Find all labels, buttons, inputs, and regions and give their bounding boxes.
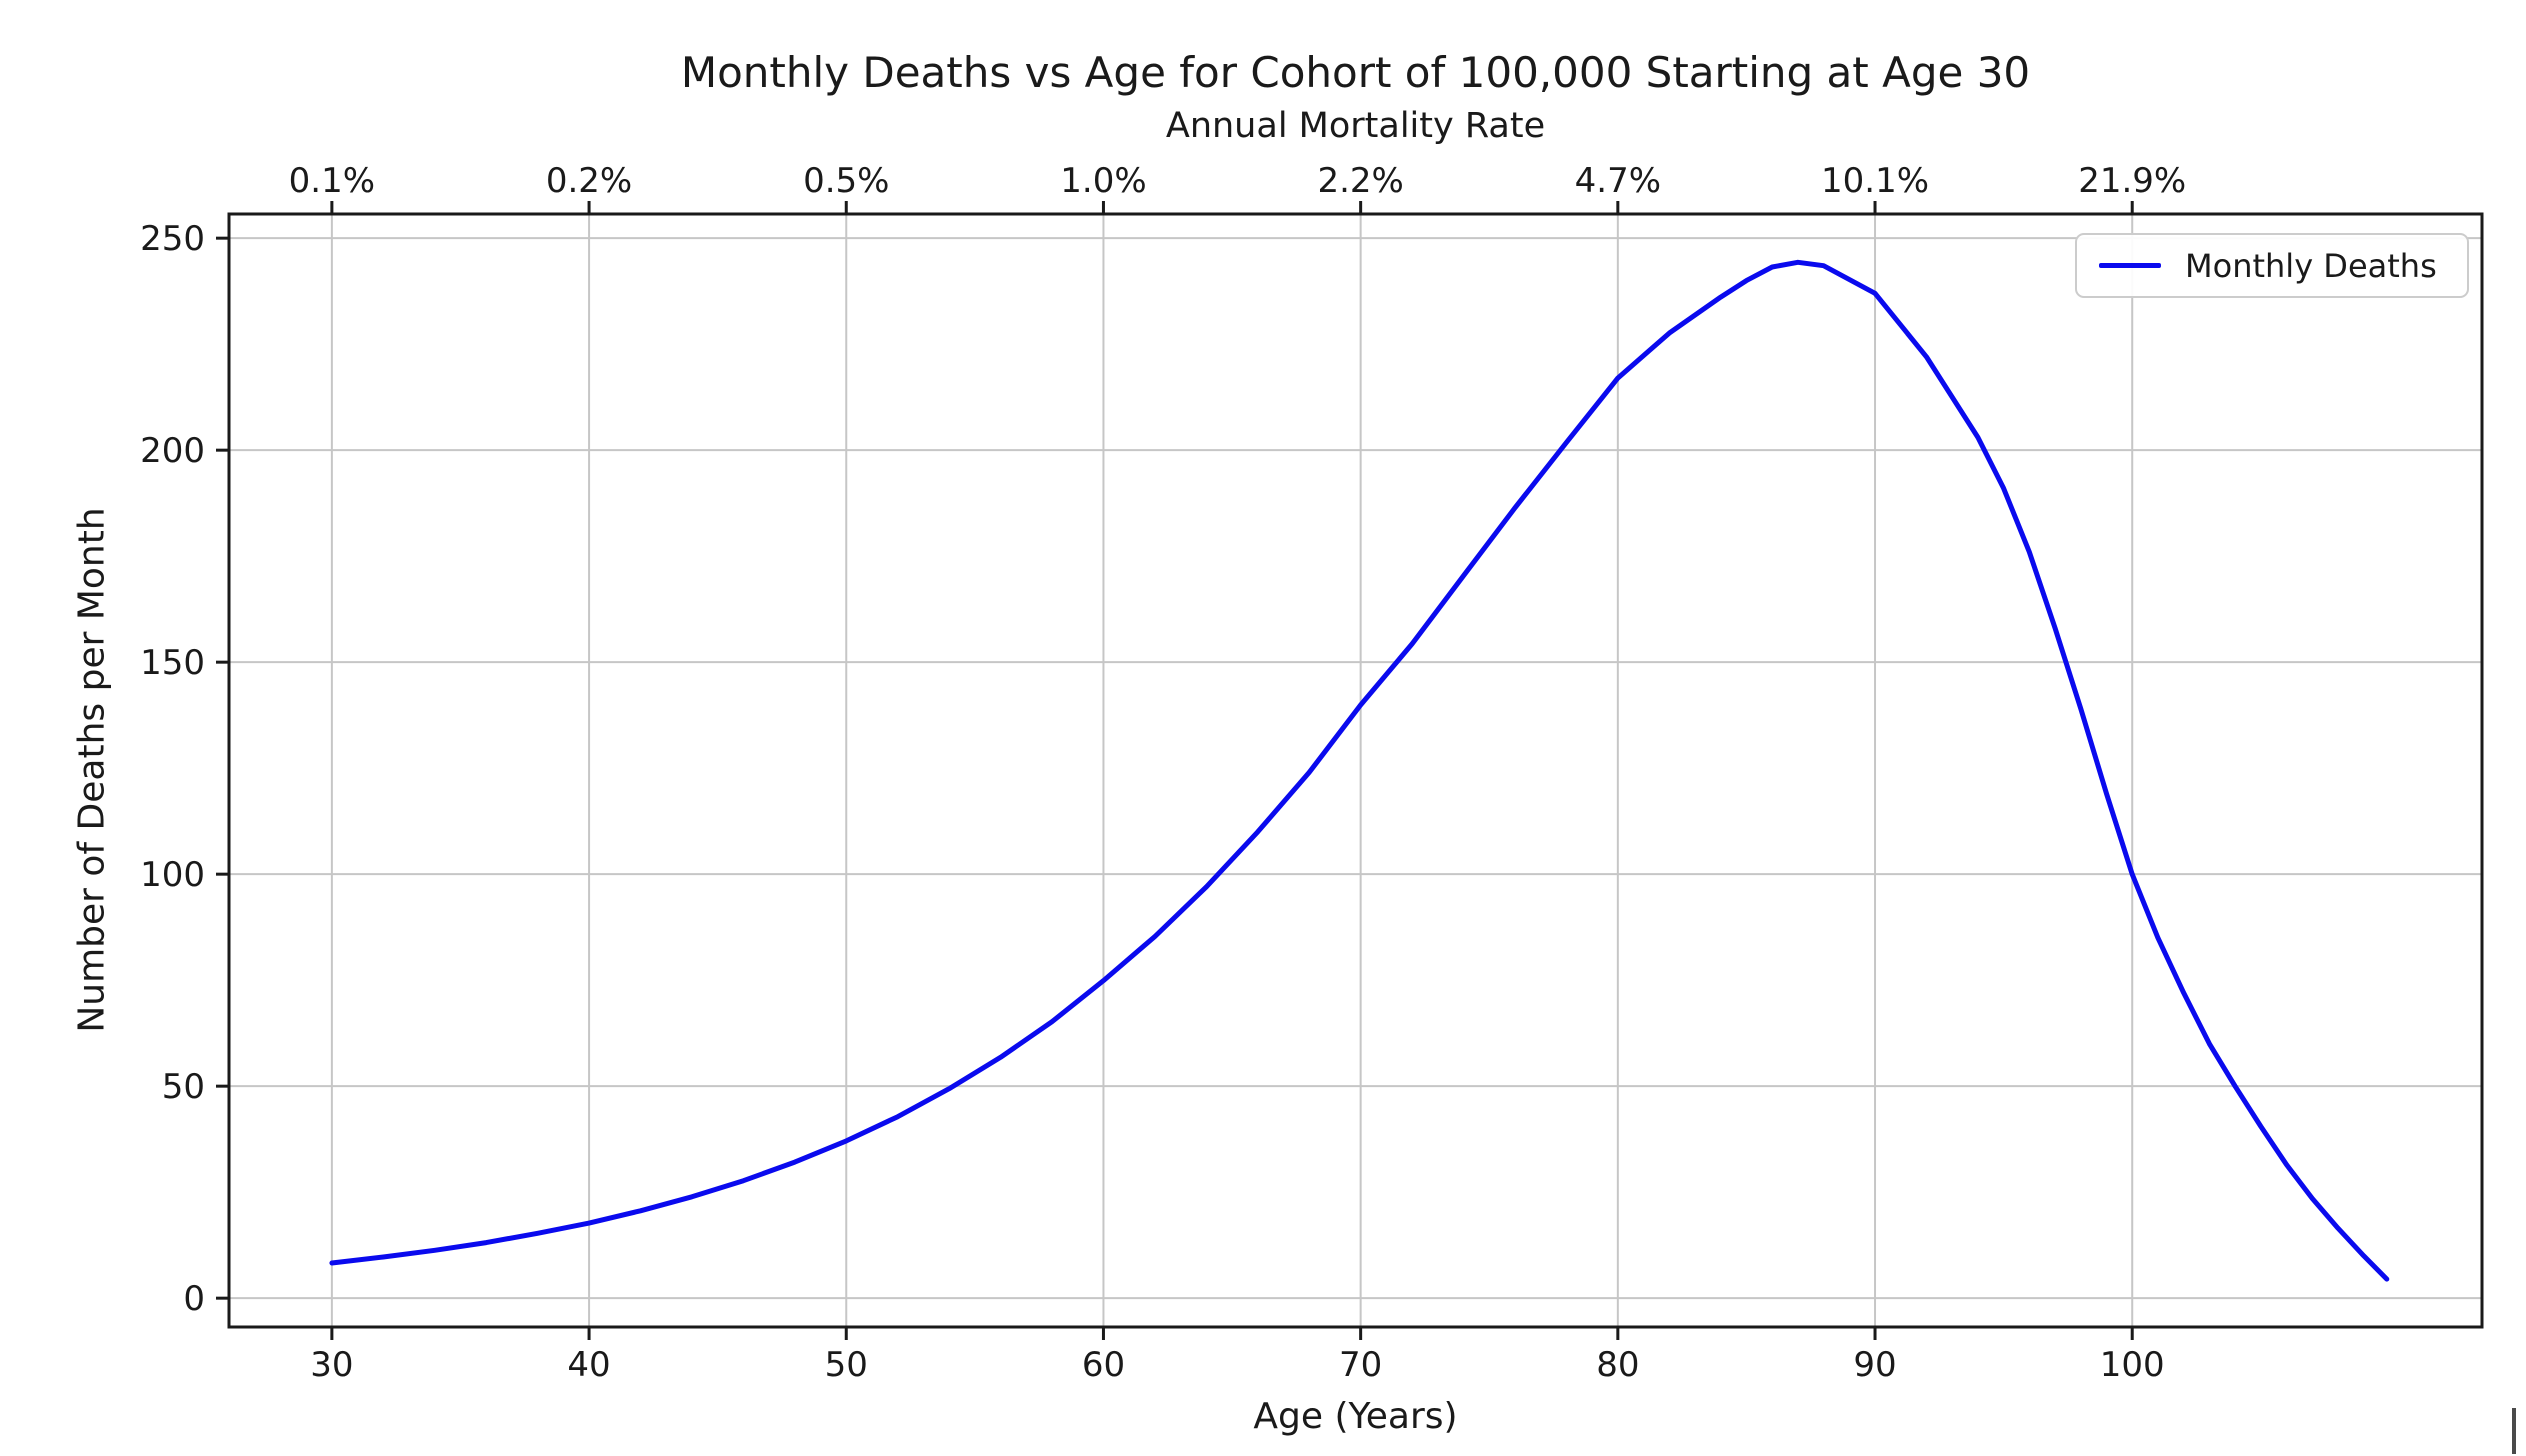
legend: Monthly Deaths bbox=[2075, 233, 2469, 298]
top-tick-label: 21.9% bbox=[2078, 161, 2186, 201]
top-tick-label: 4.7% bbox=[1575, 161, 1661, 201]
x-tick-label: 60 bbox=[1082, 1345, 1125, 1385]
y-tick-label: 200 bbox=[140, 431, 205, 471]
plot-spines bbox=[227, 212, 2484, 1329]
y-tick-label: 100 bbox=[140, 855, 205, 895]
y-axis-title: Number of Deaths per Month bbox=[71, 507, 113, 1033]
legend-label: Monthly Deaths bbox=[2185, 246, 2437, 285]
top-tick-label: 0.2% bbox=[546, 161, 632, 201]
monthly-deaths-line bbox=[329, 259, 2390, 1282]
y-tick-label: 0 bbox=[183, 1279, 205, 1319]
x-tick-label: 80 bbox=[1596, 1345, 1639, 1385]
top-tick-label: 1.0% bbox=[1060, 161, 1146, 201]
x-tick-label: 100 bbox=[2100, 1345, 2165, 1385]
top-tick-label: 0.1% bbox=[289, 161, 375, 201]
y-tick-label: 250 bbox=[140, 219, 205, 259]
x-tick-label: 70 bbox=[1339, 1345, 1382, 1385]
x-tick-label: 90 bbox=[1853, 1345, 1896, 1385]
y-tick-label: 150 bbox=[140, 643, 205, 683]
x-tick-label: 30 bbox=[310, 1345, 353, 1385]
top-tick-label: 0.5% bbox=[803, 161, 889, 201]
chart-title: Monthly Deaths vs Age for Cohort of 100,… bbox=[680, 48, 2031, 97]
top-tick-label: 2.2% bbox=[1317, 161, 1403, 201]
top-tick-label: 10.1% bbox=[1821, 161, 1929, 201]
x-tick-label: 40 bbox=[567, 1345, 610, 1385]
text-cursor-artifact bbox=[2512, 1408, 2516, 1454]
y-tick-label: 50 bbox=[162, 1067, 205, 1107]
top-axis-title: Annual Mortality Rate bbox=[1165, 106, 1546, 146]
x-axis-title: Age (Years) bbox=[1253, 1396, 1458, 1437]
x-tick-label: 50 bbox=[825, 1345, 868, 1385]
legend-line-sample-icon bbox=[2099, 263, 2161, 268]
